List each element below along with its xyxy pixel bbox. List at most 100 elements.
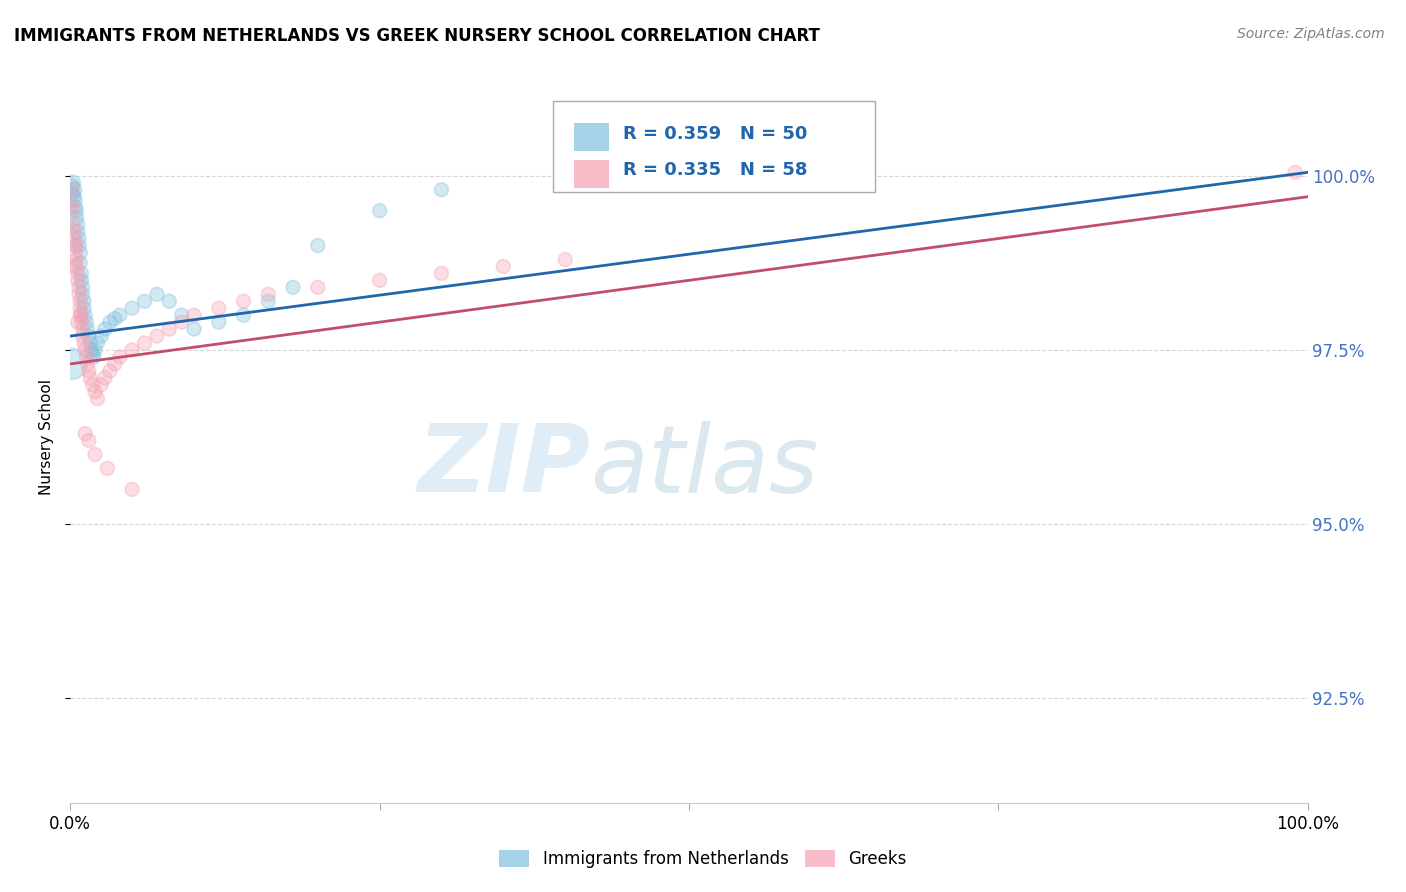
Point [67, 238, 90, 252]
Point [65, 252, 87, 267]
Point [368, 203, 391, 218]
Point [82, 346, 104, 360]
Point [69, 256, 91, 270]
Point [183, 308, 205, 322]
Point [70, 315, 93, 329]
Point [1284, 165, 1306, 179]
Point [430, 266, 453, 280]
Point [492, 260, 515, 274]
Point [77, 329, 100, 343]
Point [60, 179, 83, 194]
Legend: Immigrants from Netherlands, Greeks: Immigrants from Netherlands, Greeks [492, 843, 914, 875]
Point [281, 280, 304, 294]
Text: R = 0.335   N = 58: R = 0.335 N = 58 [623, 161, 808, 179]
Point [66, 315, 89, 329]
Point [79, 336, 101, 351]
FancyBboxPatch shape [553, 101, 875, 192]
Y-axis label: Nursery School: Nursery School [38, 379, 53, 495]
Point [67, 231, 90, 245]
Point [76, 322, 98, 336]
Point [65, 238, 87, 252]
Point [67, 287, 90, 301]
Point [60, 196, 83, 211]
Point [157, 294, 180, 309]
Bar [574, 123, 609, 151]
Point [73, 336, 96, 351]
Point [104, 311, 127, 326]
Point [83, 350, 105, 364]
Point [75, 315, 97, 329]
Point [62, 218, 84, 232]
Point [72, 280, 94, 294]
Point [62, 186, 84, 201]
Point [77, 434, 100, 448]
Point [368, 273, 391, 287]
Point [84, 448, 107, 462]
Point [63, 183, 86, 197]
Point [60, 357, 83, 371]
Point [65, 193, 87, 207]
Point [157, 322, 180, 336]
Point [62, 176, 84, 190]
Text: atlas: atlas [591, 421, 818, 512]
Point [108, 350, 131, 364]
Point [67, 280, 90, 294]
Point [75, 343, 97, 357]
Point [134, 336, 156, 351]
Point [307, 280, 329, 294]
Point [170, 315, 193, 329]
Text: R = 0.359   N = 50: R = 0.359 N = 50 [623, 125, 807, 143]
Point [86, 336, 108, 351]
Point [65, 245, 87, 260]
Point [63, 260, 86, 274]
Point [76, 357, 98, 371]
Point [94, 371, 117, 385]
Point [80, 343, 103, 357]
Point [146, 329, 169, 343]
Text: Source: ZipAtlas.com: Source: ZipAtlas.com [1237, 27, 1385, 41]
Point [65, 203, 87, 218]
Point [94, 322, 117, 336]
Point [84, 384, 107, 399]
Point [66, 218, 89, 232]
Point [72, 322, 94, 336]
Point [65, 238, 87, 252]
Point [66, 266, 89, 280]
Point [72, 287, 94, 301]
Point [69, 308, 91, 322]
Point [75, 308, 97, 322]
Point [70, 273, 93, 287]
Point [208, 301, 231, 316]
Point [104, 357, 127, 371]
Point [62, 203, 84, 218]
Point [96, 461, 118, 475]
Point [257, 287, 280, 301]
Point [170, 308, 193, 322]
Point [121, 343, 143, 357]
Point [69, 301, 91, 316]
Point [86, 392, 108, 406]
Point [82, 377, 104, 392]
Point [90, 329, 112, 343]
Point [72, 329, 94, 343]
Point [75, 426, 97, 441]
Point [257, 294, 280, 309]
Point [75, 350, 97, 364]
Point [307, 238, 329, 252]
Point [63, 231, 86, 245]
Point [134, 294, 156, 309]
Point [554, 252, 576, 267]
Point [232, 294, 254, 309]
Point [98, 364, 121, 378]
Point [63, 225, 86, 239]
Point [121, 301, 143, 316]
Point [121, 483, 143, 497]
Point [69, 294, 91, 309]
Point [70, 308, 93, 322]
Point [73, 301, 96, 316]
Point [84, 343, 107, 357]
Point [79, 371, 101, 385]
Point [65, 200, 87, 214]
Text: IMMIGRANTS FROM NETHERLANDS VS GREEK NURSERY SCHOOL CORRELATION CHART: IMMIGRANTS FROM NETHERLANDS VS GREEK NUR… [14, 27, 820, 45]
Point [60, 183, 83, 197]
